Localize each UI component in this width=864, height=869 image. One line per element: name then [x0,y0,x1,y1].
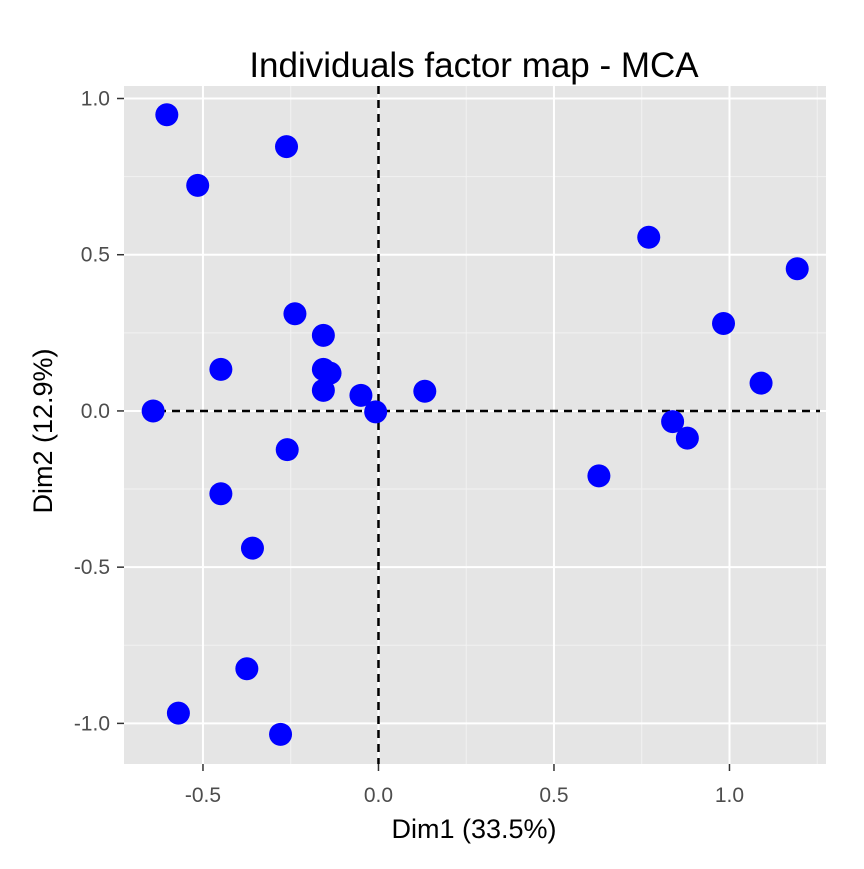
x-axis-title: Dim1 (33.5%) [391,814,556,844]
data-point [155,103,179,127]
data-point [587,464,611,488]
data-point [637,225,661,249]
plot-panel [124,86,826,764]
data-point [275,135,299,159]
data-point [413,379,437,403]
data-point [269,722,293,746]
x-tick-label: 1.0 [715,784,744,807]
x-tick-label: -0.5 [185,784,221,807]
reference-lines [144,86,820,764]
data-point [209,357,233,381]
y-axis-ticks: -1.0 -0.5 0.0 0.5 1.0 [74,87,124,735]
minor-grid [124,86,826,764]
data-point [186,173,210,197]
data-point [275,438,299,462]
data-point [141,399,165,423]
data-point [675,426,699,450]
data-point [283,302,307,326]
data-point [364,400,388,424]
data-point [311,323,335,347]
data-point [749,371,773,395]
y-tick-label: -1.0 [74,712,110,735]
data-point [311,378,335,402]
y-tick-label: 1.0 [81,87,110,110]
y-tick-label: 0.5 [81,244,110,267]
data-point [240,536,264,560]
chart-title: Individuals factor map - MCA [249,46,699,85]
y-tick-label: 0.0 [81,400,110,423]
data-point [661,410,685,434]
y-axis-title: Dim2 (12.9%) [28,348,58,513]
data-points [141,103,809,746]
y-tick-label: -0.5 [74,556,110,579]
x-tick-label: 0.5 [539,784,568,807]
x-tick-label: 0.0 [364,784,393,807]
data-point [209,482,233,506]
data-point [785,257,809,281]
data-point [235,657,259,681]
data-point [349,383,373,407]
data-point [166,701,190,725]
x-axis-ticks: -0.5 0.0 0.5 1.0 [185,764,744,807]
data-point [712,311,736,335]
